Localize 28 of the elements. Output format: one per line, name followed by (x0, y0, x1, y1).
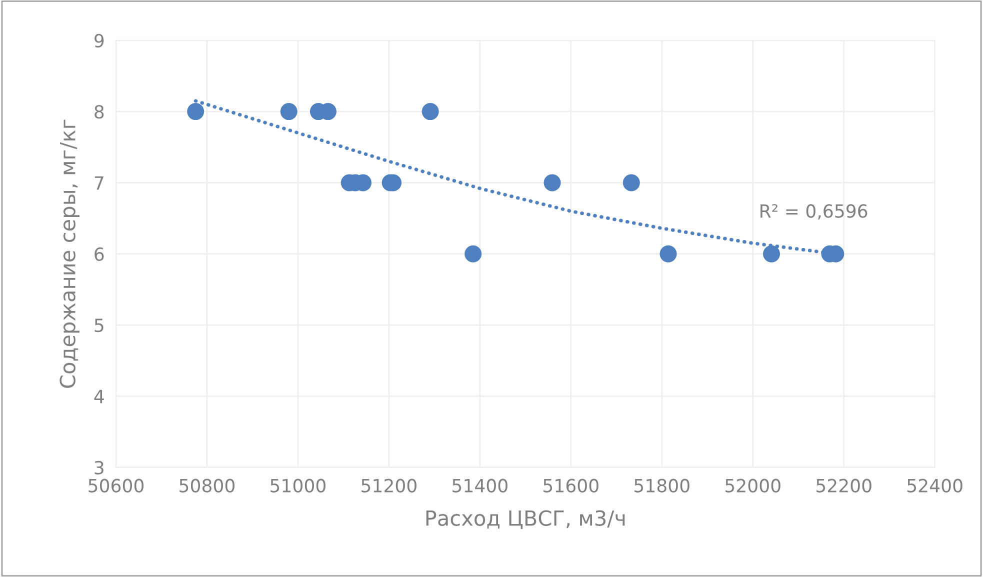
x-tick-label: 50800 (180, 478, 234, 492)
point (187, 103, 204, 120)
point (464, 245, 482, 262)
x-tick-label: 51000 (270, 478, 326, 492)
y-tick-label: 7 (94, 176, 104, 190)
point (280, 103, 298, 120)
point (622, 174, 640, 192)
point (544, 174, 561, 192)
y-tick-label: 3 (94, 460, 104, 474)
y-tick-label: 9 (94, 34, 104, 48)
annotation: R² = 0,6596 (760, 204, 868, 220)
y-tick-label: 8 (94, 105, 104, 119)
point (660, 245, 677, 262)
point (763, 245, 780, 262)
y-tick-label: 5 (94, 318, 104, 332)
x-tick-label: 50600 (88, 478, 144, 492)
y-tick-label: 6 (94, 247, 104, 261)
y-tick-label: 4 (94, 390, 104, 404)
point (422, 103, 439, 120)
x-tick-label: 51600 (544, 478, 598, 492)
x-tick-label: 52400 (908, 478, 962, 492)
x-tick-label: 51800 (634, 478, 690, 492)
y-axis-title: Содержание серы, мг/кг (60, 120, 80, 388)
x-tick-label: 52200 (816, 478, 872, 492)
x-tick-label: 51200 (362, 478, 416, 492)
x-tick-label: 52000 (726, 478, 780, 492)
x-tick-label: 51400 (452, 478, 508, 492)
x-axis-title: Расход ЦВСГ, м3/ч (426, 510, 625, 529)
